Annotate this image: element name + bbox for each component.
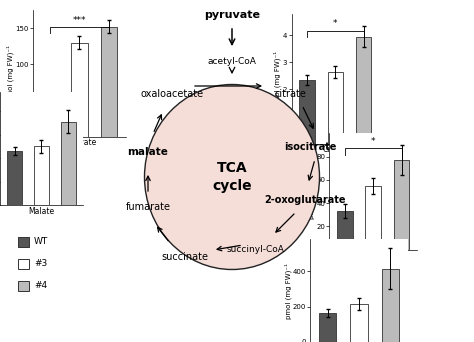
Text: #4: #4 [34, 281, 47, 290]
Text: succinyl-CoA: succinyl-CoA [226, 245, 284, 253]
Text: malate: malate [128, 147, 168, 157]
Bar [350, 304, 368, 342]
Ellipse shape [145, 84, 319, 269]
Bar [365, 186, 381, 250]
X-axis label: Malate: Malate [28, 207, 55, 215]
Y-axis label: pmol (mg FW)⁻¹: pmol (mg FW)⁻¹ [284, 263, 292, 319]
Bar [356, 37, 372, 144]
Text: cycle: cycle [212, 179, 252, 193]
Bar [319, 313, 337, 342]
Y-axis label: nmol (mg FW)⁻¹: nmol (mg FW)⁻¹ [274, 51, 282, 107]
Bar [328, 72, 343, 144]
Bar [299, 80, 315, 144]
Y-axis label: pmol (mg FW)⁻¹: pmol (mg FW)⁻¹ [7, 45, 14, 102]
Bar [101, 27, 118, 137]
Text: ***: *** [73, 15, 86, 25]
Bar [18, 237, 29, 247]
Bar [382, 268, 399, 342]
Text: TCA: TCA [217, 161, 247, 175]
Bar [18, 259, 29, 269]
X-axis label: Pyruvate: Pyruvate [62, 138, 97, 147]
Text: 2-oxoglutarate: 2-oxoglutarate [264, 195, 346, 205]
X-axis label: Isocitrate: Isocitrate [355, 251, 392, 260]
Text: acetyl-CoA: acetyl-CoA [208, 57, 256, 66]
Bar [34, 146, 49, 205]
Text: *: * [371, 137, 375, 146]
Y-axis label: pmol (mg FW)⁻¹: pmol (mg FW)⁻¹ [307, 163, 315, 220]
Text: #3: #3 [34, 260, 47, 268]
Text: WT: WT [34, 237, 48, 247]
Text: pyruvate: pyruvate [204, 10, 260, 20]
X-axis label: Citrate: Citrate [322, 145, 348, 154]
Text: fumarate: fumarate [126, 202, 171, 212]
Bar [8, 151, 22, 205]
Text: citrate: citrate [274, 89, 306, 99]
Bar [337, 211, 353, 250]
Text: oxaloacetate: oxaloacetate [140, 89, 203, 99]
Bar [71, 43, 88, 137]
Text: *: * [333, 19, 337, 28]
Bar [41, 115, 58, 137]
Bar [394, 160, 410, 250]
Text: isocitrate: isocitrate [284, 142, 336, 152]
Bar [18, 281, 29, 291]
Text: succinate: succinate [162, 252, 209, 262]
Bar [61, 122, 75, 205]
